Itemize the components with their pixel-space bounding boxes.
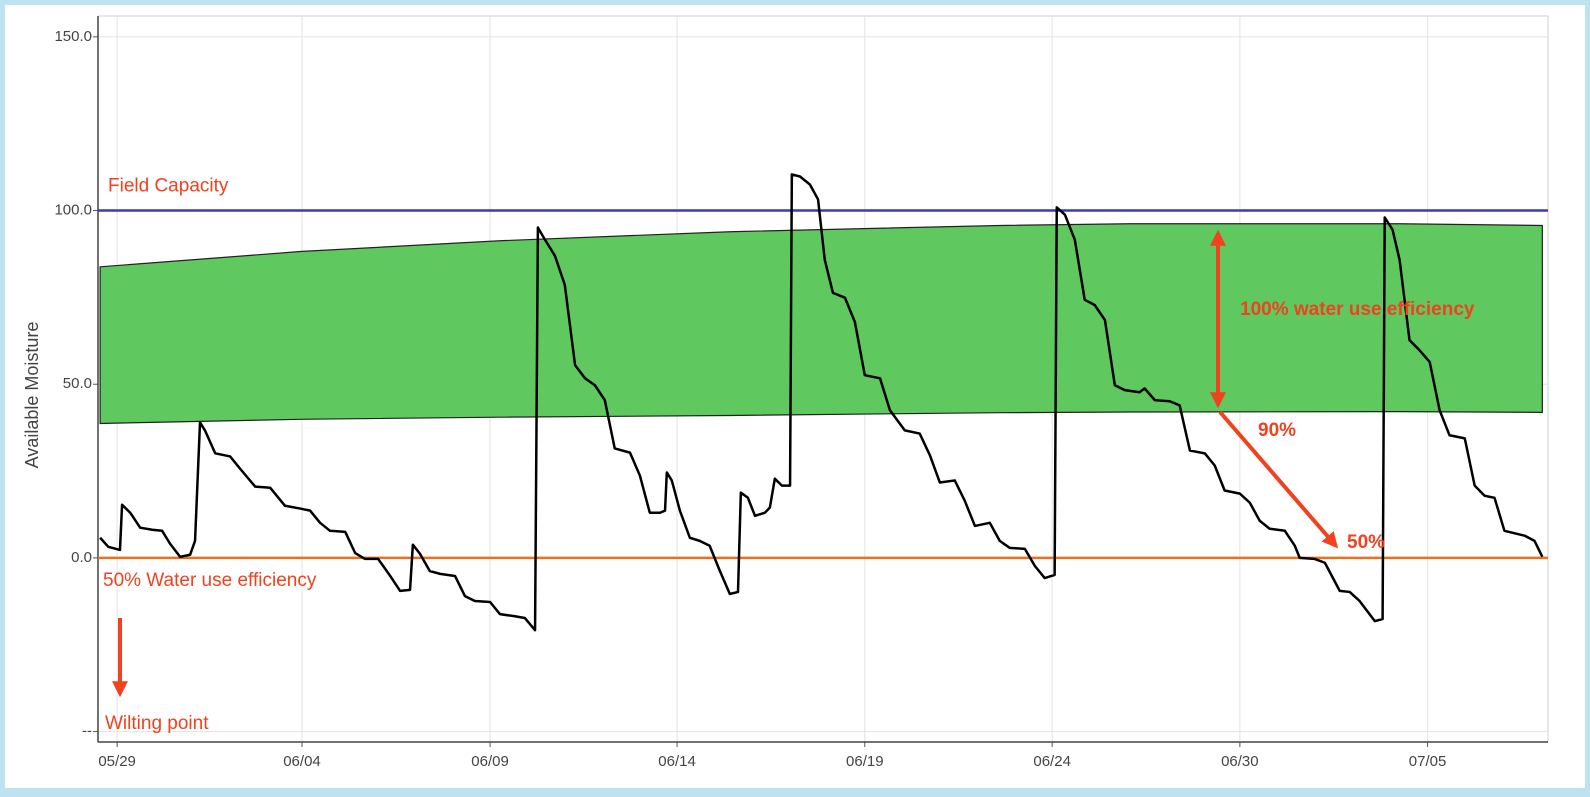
band-area: [99, 223, 1543, 425]
y-tick-label: 150.0: [54, 28, 92, 45]
y-tick-label: 100.0: [54, 201, 92, 218]
y-tick-label: 50.0: [63, 375, 92, 392]
x-tick-label: 06/14: [658, 753, 696, 770]
y-axis-label: Available Moisture: [22, 322, 42, 469]
annotation: 90%: [1258, 420, 1296, 441]
x-tick-label: 06/24: [1033, 753, 1071, 770]
reference-label: 50% Water use efficiency: [103, 570, 317, 591]
reference-label: Field Capacity: [108, 176, 229, 197]
decline-arrow: [1218, 410, 1339, 549]
x-tick-label: 06/09: [471, 753, 509, 770]
x-tick-label: 06/19: [846, 753, 884, 770]
x-tick-label: 06/04: [283, 753, 321, 770]
x-tick-label: 06/30: [1221, 753, 1259, 770]
y-tick-label: --: [82, 723, 92, 740]
annotation: 50%: [1347, 532, 1385, 553]
annotation: Wilting point: [105, 713, 209, 734]
x-tick-label: 05/29: [98, 753, 136, 770]
moisture-line: [99, 173, 1544, 632]
x-tick-label: 07/05: [1409, 753, 1447, 770]
y-tick-label: 0.0: [71, 549, 92, 566]
annotation: 100% water use efficiency: [1240, 299, 1475, 320]
